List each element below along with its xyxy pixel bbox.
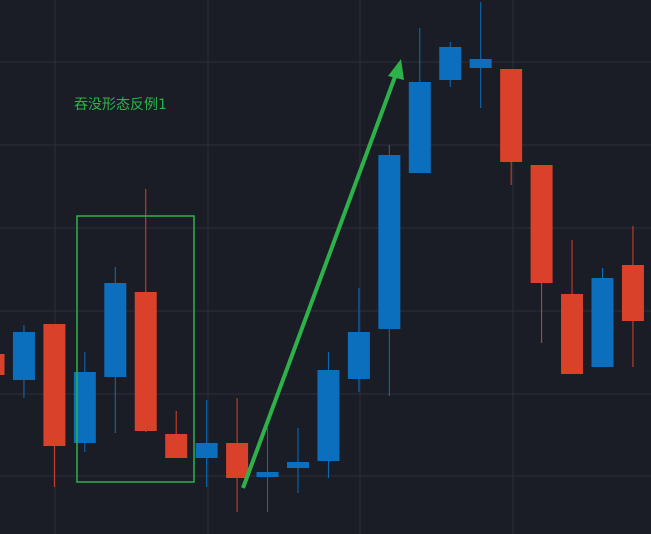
candle-body <box>195 443 218 458</box>
candle-body <box>561 294 584 374</box>
candle-body <box>439 47 462 80</box>
candle-body <box>256 472 279 477</box>
candle-body <box>469 59 492 68</box>
candle-body <box>287 462 309 468</box>
candle-body <box>134 292 157 431</box>
candle-body <box>621 265 644 321</box>
candles <box>0 2 644 512</box>
candle-body <box>226 443 249 478</box>
arrow-head <box>388 59 404 80</box>
candle-body <box>347 332 370 379</box>
highlight-box <box>76 215 195 483</box>
annotation: 吞没形态反例1 <box>74 97 167 113</box>
candle-body <box>165 434 188 458</box>
candle-body <box>530 165 553 283</box>
candle-body <box>591 278 614 367</box>
candle-body <box>0 354 5 375</box>
candle-body <box>408 82 431 173</box>
candle-body <box>317 370 340 461</box>
candle-body <box>104 283 127 377</box>
candle-body <box>43 324 66 446</box>
candle-body <box>12 332 35 380</box>
candle-body <box>500 69 523 162</box>
trend-arrow <box>241 73 398 489</box>
candle-body <box>73 372 96 443</box>
candle-body <box>378 155 401 329</box>
